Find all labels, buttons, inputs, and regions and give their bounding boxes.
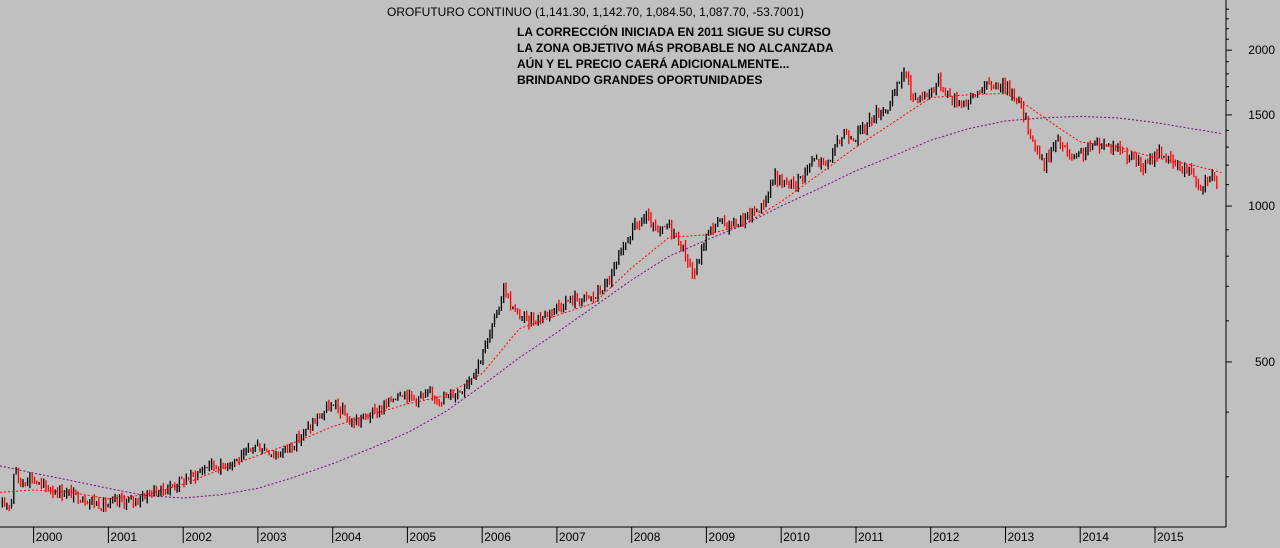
x-axis-ticks: 2000 2001 2002 2003 2004 2005 2006 2007 2008 2009… bbox=[33, 527, 1184, 544]
slow-moving-average-layer bbox=[0, 115, 1222, 499]
x-tick-label: 2008 bbox=[634, 530, 661, 543]
y-tick-label: 1500 bbox=[1248, 108, 1275, 122]
annotation-line-2: LA ZONA OBJETIVO MÁS PROBABLE NO ALCANZA… bbox=[517, 40, 834, 55]
fast-moving-average-line bbox=[0, 93, 1222, 500]
y-axis-ticks: 2000 1500 1000 500 bbox=[1226, 8, 1275, 478]
slow-moving-average-line bbox=[0, 115, 1222, 499]
x-tick-label: 2011 bbox=[858, 530, 884, 543]
x-tick-label: 2012 bbox=[933, 530, 960, 543]
x-tick-label: 2006 bbox=[484, 530, 511, 543]
y-tick-label: 1000 bbox=[1248, 199, 1275, 213]
annotation-line-3: AÚN Y EL PRECIO CAERÁ ADICIONALMENTE... bbox=[517, 56, 789, 71]
price-bars-layer bbox=[1, 67, 1218, 512]
y-tick-label: 2000 bbox=[1248, 43, 1275, 57]
x-tick-label: 2000 bbox=[36, 530, 63, 543]
annotation-line-1: LA CORRECCIÓN INICIADA EN 2011 SIGUE SU … bbox=[517, 24, 831, 39]
x-tick-label: 2005 bbox=[409, 530, 436, 543]
x-tick-label: 2004 bbox=[335, 530, 362, 543]
x-tick-label: 2007 bbox=[559, 530, 586, 543]
y-tick-label: 500 bbox=[1255, 355, 1275, 369]
x-tick-label: 2001 bbox=[110, 530, 137, 543]
annotation-line-4: BRINDANDO GRANDES OPORTUNIDADES bbox=[517, 73, 762, 87]
x-tick-label: 2013 bbox=[1008, 530, 1035, 543]
x-tick-label: 2015 bbox=[1157, 530, 1184, 543]
chart-title: OROFUTURO CONTINUO (1,141.30, 1,142.70, … bbox=[387, 5, 804, 19]
x-tick-label: 2003 bbox=[260, 530, 287, 543]
x-tick-label: 2002 bbox=[185, 530, 212, 543]
x-tick-label: 2014 bbox=[1082, 530, 1109, 543]
fast-moving-average-layer bbox=[0, 93, 1222, 500]
x-tick-label: 2009 bbox=[708, 530, 735, 543]
x-tick-label: 2010 bbox=[783, 530, 810, 543]
